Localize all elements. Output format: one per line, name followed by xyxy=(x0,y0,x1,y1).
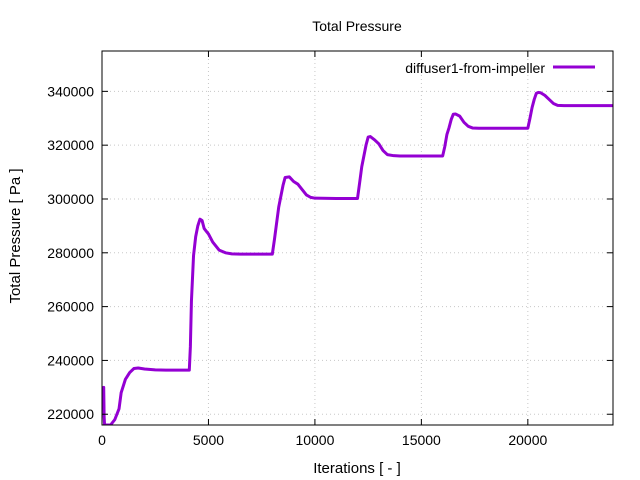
y-tick-label: 340000 xyxy=(47,83,94,99)
series-layer xyxy=(102,90,613,425)
y-tick-label: 280000 xyxy=(47,245,94,261)
ticks: 0 5000 10000 15000 20000 220000 240000 260000 28… xyxy=(47,51,613,448)
x-tick-label: 10000 xyxy=(295,432,334,448)
plot-frame xyxy=(101,50,614,426)
y-tick-label: 240000 xyxy=(47,352,94,368)
y-tick-label: 300000 xyxy=(47,191,94,207)
x-tick-label: 15000 xyxy=(402,432,441,448)
chart-title: Total Pressure xyxy=(312,18,402,34)
y-tick-label: 260000 xyxy=(47,299,94,315)
x-tick-label: 0 xyxy=(98,432,106,448)
x-axis-label: Iterations [ - ] xyxy=(313,460,401,477)
y-tick-label: 320000 xyxy=(47,137,94,153)
y-axis-label: Total Pressure [ Pa ] xyxy=(7,168,24,303)
legend-label-series-1: diffuser1-from-impeller xyxy=(405,60,545,76)
x-tick-label: 5000 xyxy=(193,432,224,448)
series-line-1 xyxy=(102,90,613,425)
x-tick-label: 20000 xyxy=(508,432,547,448)
y-tick-label: 220000 xyxy=(47,406,94,422)
legend: diffuser1-from-impeller xyxy=(405,60,595,76)
